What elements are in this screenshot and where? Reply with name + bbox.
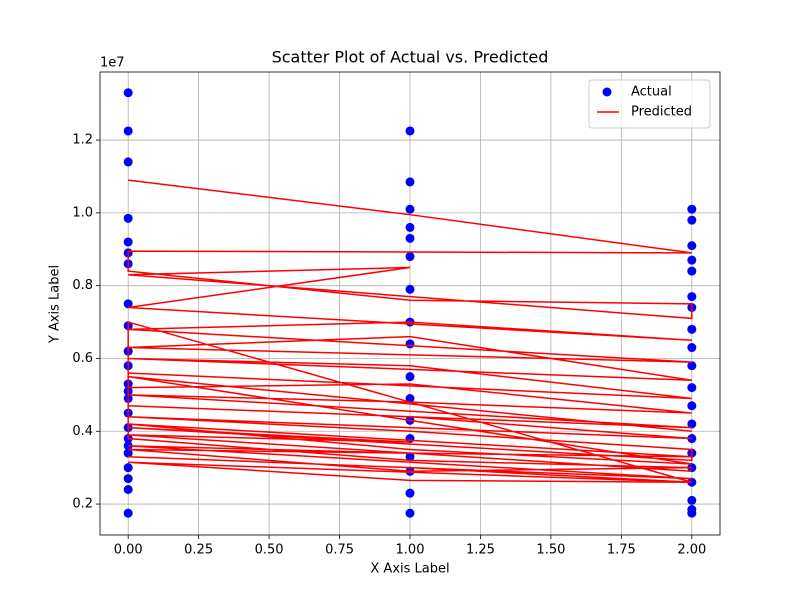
- x-tick-label: 0.50: [255, 543, 284, 558]
- actual-point: [687, 508, 697, 518]
- actual-point: [687, 419, 697, 429]
- actual-point: [405, 233, 415, 243]
- actual-point: [405, 284, 415, 294]
- legend-label: Predicted: [631, 105, 692, 120]
- y-tick-label: 0.6: [72, 351, 93, 366]
- legend-marker: [602, 87, 612, 97]
- x-tick-label: 2.00: [677, 543, 706, 558]
- x-tick-label: 0.00: [114, 543, 143, 558]
- actual-point: [687, 495, 697, 505]
- y-tick-label: 0.2: [72, 497, 93, 512]
- actual-point: [123, 299, 133, 309]
- x-tick-label: 0.25: [184, 543, 213, 558]
- legend-box: [588, 79, 711, 129]
- actual-point: [405, 222, 415, 232]
- plot-area: [123, 88, 697, 518]
- actual-point: [687, 255, 697, 265]
- legend-label: Actual: [631, 85, 672, 100]
- x-tick-label: 1.50: [536, 543, 565, 558]
- actual-point: [405, 488, 415, 498]
- actual-point: [123, 157, 133, 167]
- actual-point: [687, 292, 697, 302]
- actual-point: [687, 266, 697, 276]
- actual-point: [687, 215, 697, 225]
- actual-point: [405, 126, 415, 136]
- actual-point: [123, 474, 133, 484]
- x-tick-label: 1.25: [466, 543, 495, 558]
- y-tick-label: 1.0: [72, 205, 93, 220]
- x-tick-label: 1.75: [607, 543, 636, 558]
- actual-point: [123, 463, 133, 473]
- actual-point: [405, 339, 415, 349]
- actual-point: [123, 126, 133, 136]
- predicted-line: [127, 179, 693, 483]
- actual-point: [687, 324, 697, 334]
- chart-title: Scatter Plot of Actual vs. Predicted: [272, 48, 549, 67]
- actual-point: [123, 508, 133, 518]
- actual-point: [687, 204, 697, 214]
- actual-point: [123, 88, 133, 98]
- actual-point: [405, 252, 415, 262]
- actual-point: [687, 241, 697, 251]
- x-tick-label: 1.00: [396, 543, 425, 558]
- y-axis-label: Y Axis Label: [48, 265, 63, 344]
- actual-point: [687, 361, 697, 371]
- actual-point: [405, 372, 415, 382]
- actual-point: [123, 448, 133, 458]
- actual-point: [405, 452, 415, 462]
- x-tick-label: 0.75: [325, 543, 354, 558]
- actual-point: [405, 177, 415, 187]
- actual-point: [687, 401, 697, 411]
- legend: Actual Predicted: [588, 79, 711, 129]
- x-axis-label: X Axis Label: [370, 562, 449, 577]
- actual-point: [123, 237, 133, 247]
- actual-point: [123, 213, 133, 223]
- actual-point: [123, 485, 133, 495]
- actual-point: [405, 508, 415, 518]
- actual-point: [405, 204, 415, 214]
- y-tick-label: 1.2: [72, 133, 93, 148]
- actual-point: [687, 383, 697, 393]
- actual-point: [687, 343, 697, 353]
- y-tick-label: 0.4: [72, 424, 93, 439]
- y-tick-label: 0.8: [72, 278, 93, 293]
- y-offset-label: 1e7: [100, 56, 125, 71]
